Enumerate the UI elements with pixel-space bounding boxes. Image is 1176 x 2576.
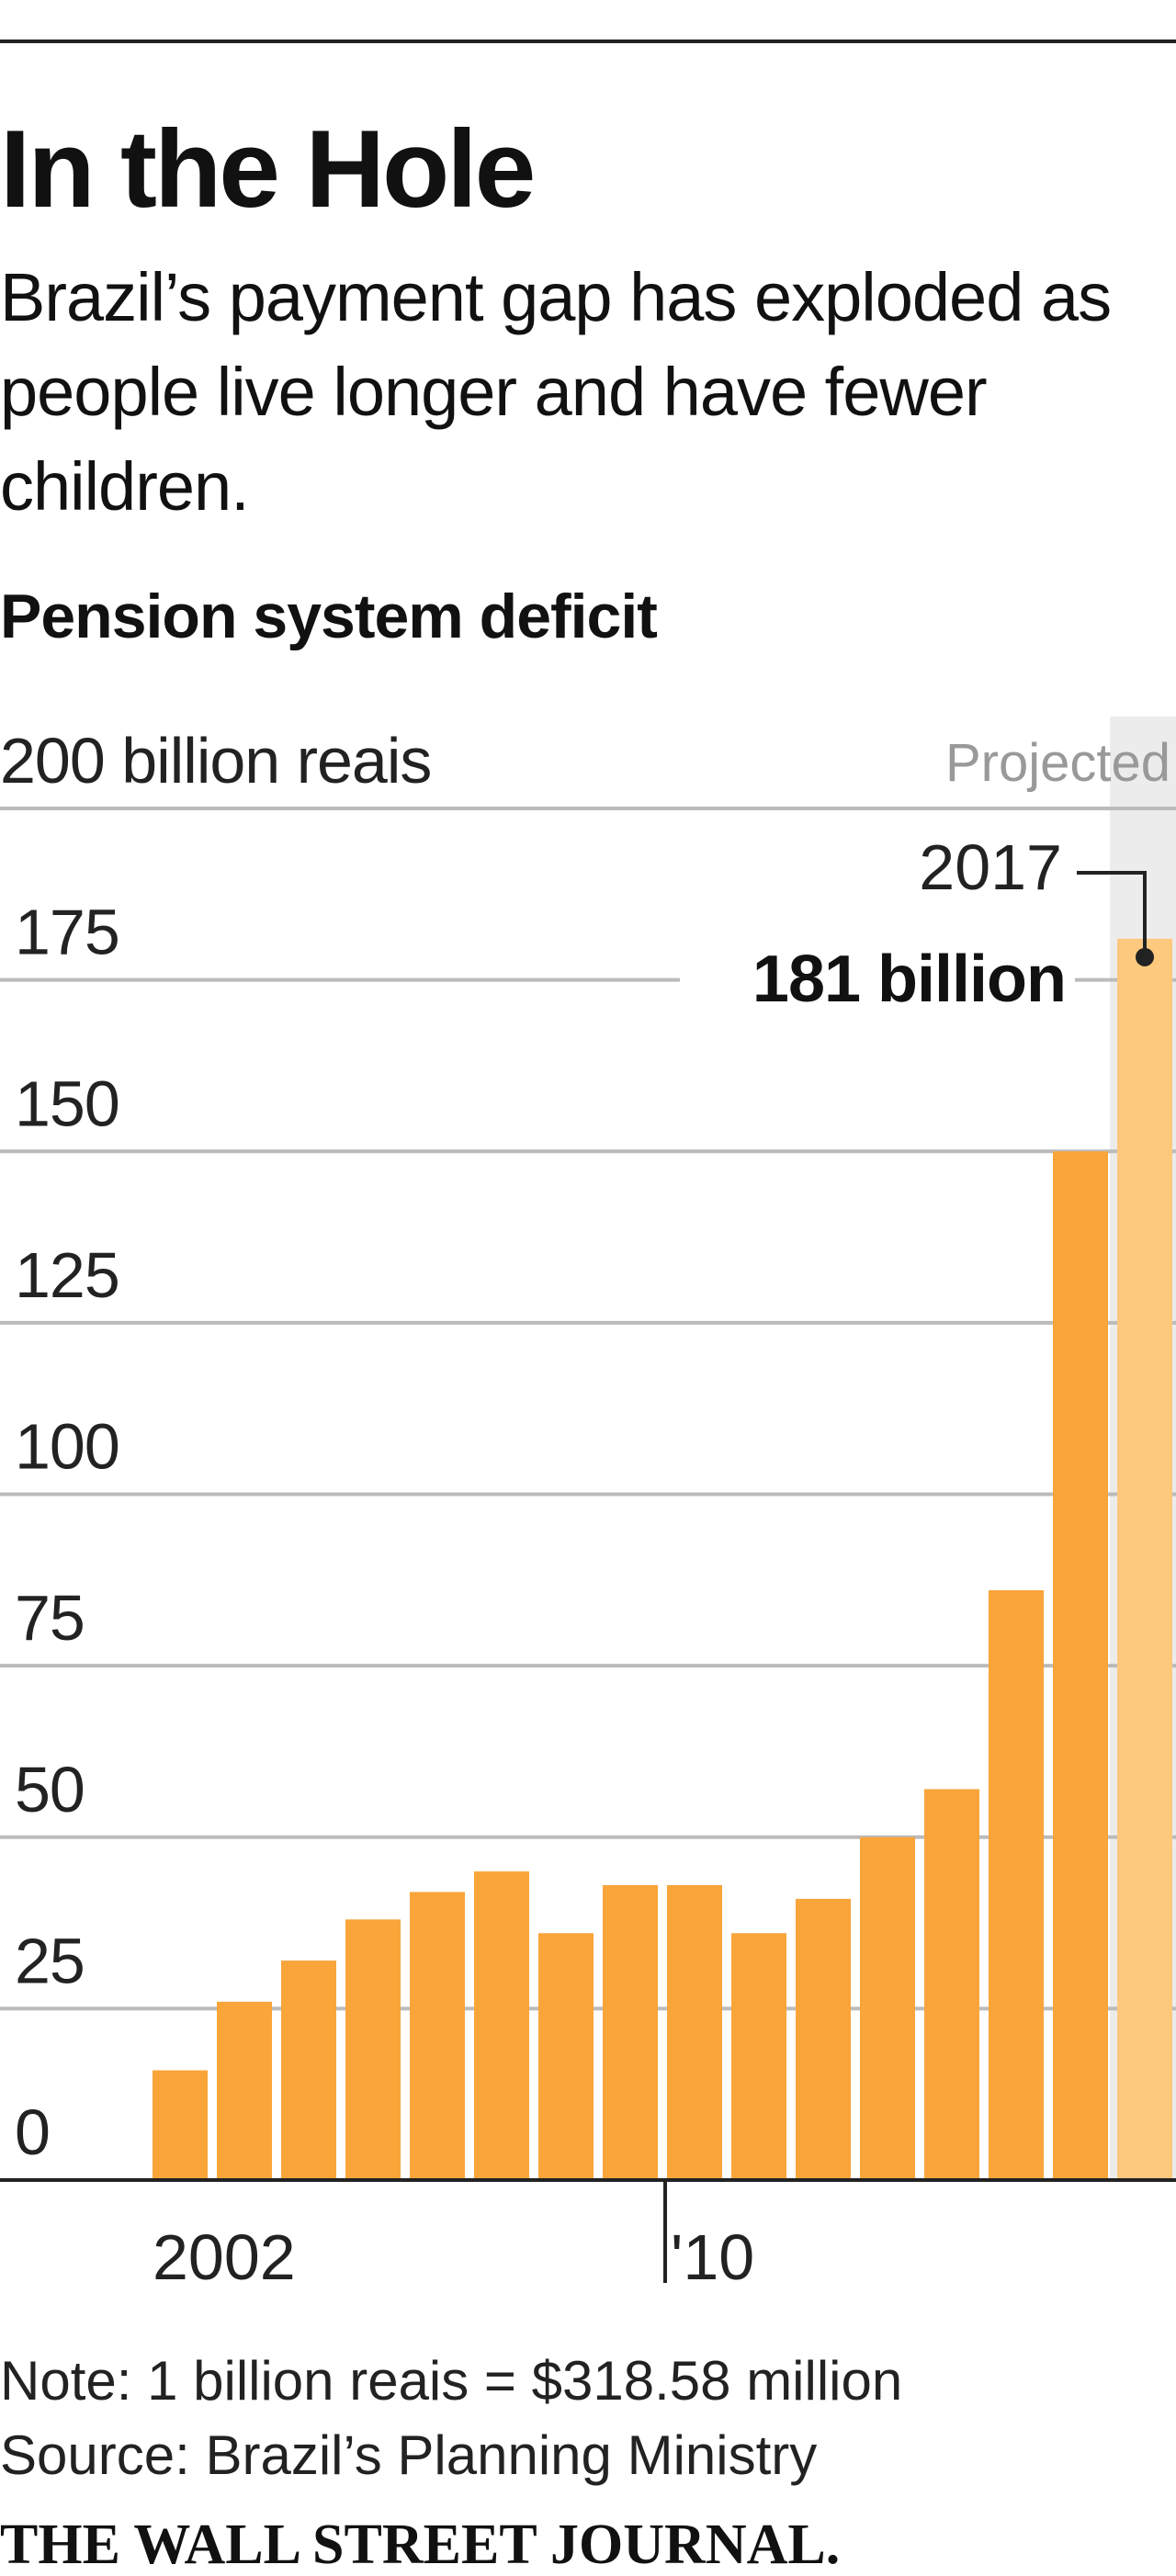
bar bbox=[538, 1933, 594, 2180]
y-tick-label: 25 bbox=[15, 1925, 85, 1996]
subtitle: Brazil’s payment gap has exploded as peo… bbox=[0, 259, 1112, 525]
y-tick-label: 0 bbox=[15, 2096, 50, 2168]
leader-line bbox=[1077, 871, 1147, 957]
y-tick-label: 75 bbox=[15, 1582, 85, 1654]
y-tick-label: 100 bbox=[15, 1411, 119, 1483]
y-tick-label: 150 bbox=[15, 1068, 119, 1139]
bar bbox=[1053, 1151, 1108, 2180]
y-tick-label: 50 bbox=[15, 1754, 85, 1825]
x-tick-label: '10 bbox=[671, 2221, 754, 2293]
annotation-bg bbox=[680, 928, 1075, 1011]
y-tick-label: 200 billion reais bbox=[0, 725, 431, 797]
plot: Projected 0 25 50 75 100 125 150 175 200 billion … bbox=[0, 717, 1176, 2293]
top-rule bbox=[0, 40, 1176, 43]
bar bbox=[153, 2070, 208, 2180]
bar bbox=[796, 1898, 851, 2180]
bar bbox=[603, 1885, 658, 2180]
bar bbox=[345, 1919, 401, 2180]
annotation-year: 2017 bbox=[919, 831, 1062, 903]
projected-label: Projected bbox=[945, 733, 1170, 793]
y-tick-label: 175 bbox=[15, 897, 119, 968]
note: Note: 1 billion reais = $318.58 million bbox=[0, 2350, 902, 2412]
bar bbox=[860, 1836, 915, 2180]
chart-subtitle: Pension system deficit bbox=[0, 582, 657, 651]
leader-dot bbox=[1136, 947, 1154, 966]
annotation-value: 181 billion bbox=[752, 943, 1066, 1016]
bar bbox=[474, 1871, 529, 2180]
bar bbox=[731, 1933, 786, 2180]
bar bbox=[281, 1960, 336, 2180]
bar bbox=[989, 1590, 1044, 2180]
bar bbox=[667, 1885, 722, 2180]
bar bbox=[1117, 938, 1172, 2181]
bar bbox=[410, 1892, 465, 2180]
chart-title: In the Hole bbox=[0, 107, 533, 231]
y-tick-label: 125 bbox=[15, 1239, 119, 1311]
publisher: THE WALL STREET JOURNAL. bbox=[0, 2514, 840, 2576]
bar bbox=[924, 1789, 979, 2180]
source: Source: Brazil’s Planning Ministry bbox=[0, 2424, 817, 2486]
x-tick-label: 2002 bbox=[153, 2221, 296, 2293]
bar bbox=[217, 2001, 272, 2180]
